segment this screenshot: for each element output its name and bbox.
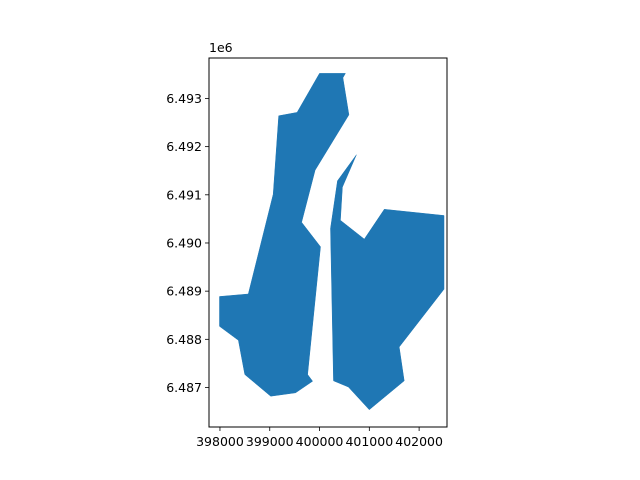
y-tick-label: 6.487 xyxy=(166,380,202,395)
y-tick-label: 6.488 xyxy=(166,332,202,347)
y-tick-label: 6.490 xyxy=(166,235,202,250)
axes-frame xyxy=(208,57,448,428)
plot-area xyxy=(219,73,445,411)
y-axis-offset-label: 1e6 xyxy=(209,40,233,55)
y-tick-label: 6.492 xyxy=(166,139,202,154)
x-axis: 398000 399000 400000 401000 402000 xyxy=(196,427,443,449)
x-tick-label: 398000 xyxy=(196,434,244,449)
y-tick-label: 6.493 xyxy=(166,91,202,106)
polygon-2 xyxy=(330,154,445,411)
polygon-1 xyxy=(219,73,350,397)
y-tick-label: 6.489 xyxy=(166,284,202,299)
x-tick-label: 399000 xyxy=(246,434,294,449)
y-tick-label: 6.491 xyxy=(166,187,202,202)
x-tick-label: 401000 xyxy=(345,434,393,449)
x-tick-label: 400000 xyxy=(296,434,344,449)
y-axis: 6.487 6.488 6.489 6.490 6.491 6.492 6.493 xyxy=(166,91,209,395)
x-tick-label: 402000 xyxy=(395,434,443,449)
